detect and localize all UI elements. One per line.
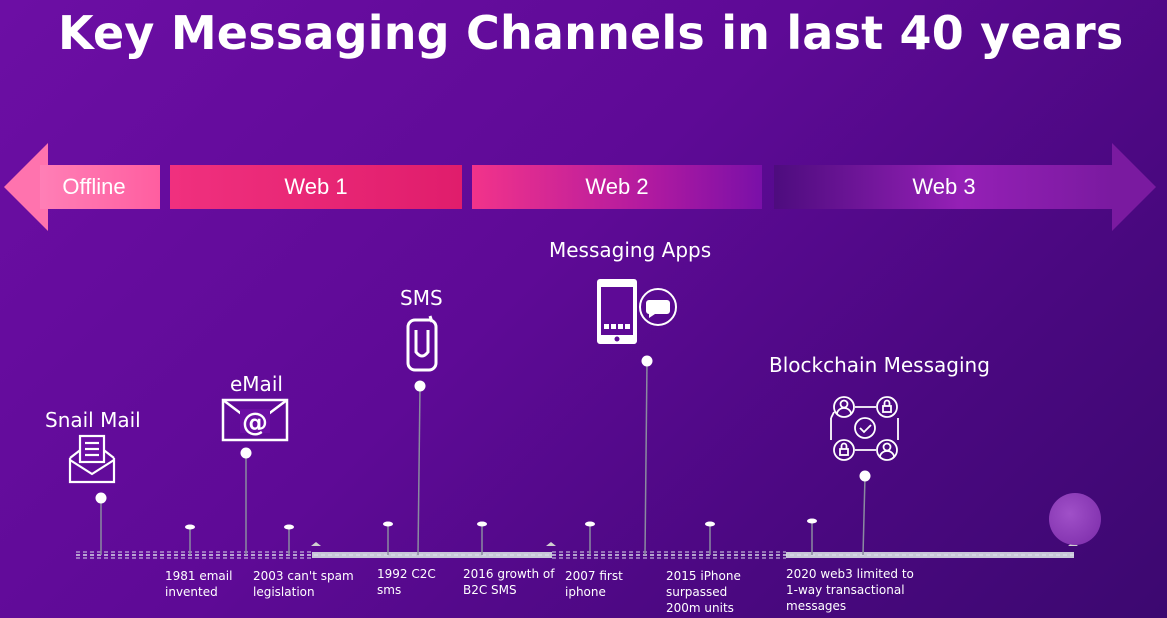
era-offline: Offline <box>40 165 160 209</box>
era-web2-label: Web 2 <box>585 174 649 199</box>
event-label: 1981 email invented <box>165 569 233 599</box>
event-label: 2016 growth of B2C SMS <box>463 567 555 597</box>
channel-label-sms: SMS <box>400 286 443 310</box>
event-label: 2020 web3 limited to 1-way transactional… <box>786 567 914 613</box>
event-label: 2007 first iphone <box>565 569 623 599</box>
channel-dots <box>95 355 871 504</box>
page-title: Key Messaging Channels in last 40 years <box>58 6 1124 60</box>
svg-text:@: @ <box>242 408 268 438</box>
channel-stems <box>100 360 866 556</box>
channel-label-email: eMail <box>230 372 283 396</box>
email-at-icon: @ <box>221 398 289 442</box>
era-web3-label: Web 3 <box>912 174 976 199</box>
right-arrowhead <box>1112 143 1156 231</box>
timeline-small-markers <box>311 542 1078 546</box>
phone-icon <box>406 315 438 372</box>
event-stems <box>189 521 813 555</box>
era-web1-label: Web 1 <box>284 174 348 199</box>
smartphone-chat-icon <box>597 279 677 344</box>
channel-label-blockchain: Blockchain Messaging <box>769 353 990 377</box>
timeline-bar-segment <box>312 552 552 558</box>
decorative-circle <box>1049 493 1101 545</box>
era-offline-label: Offline <box>62 174 126 199</box>
era-web2: Web 2 <box>472 165 762 209</box>
era-web1: Web 1 <box>170 165 462 209</box>
envelope-letter-icon <box>68 434 116 484</box>
event-label: 2003 can't spam legislation <box>253 569 354 599</box>
channel-label-messaging-apps: Messaging Apps <box>549 238 712 262</box>
event-label: 2015 iPhone surpassed 200m units <box>666 569 741 615</box>
channel-label-snail-mail: Snail Mail <box>45 408 141 432</box>
blockchain-network-icon <box>830 396 899 461</box>
event-label: 1992 C2C sms <box>377 567 436 597</box>
event-dots <box>185 518 817 530</box>
era-web3: Web 3 <box>774 165 1114 209</box>
